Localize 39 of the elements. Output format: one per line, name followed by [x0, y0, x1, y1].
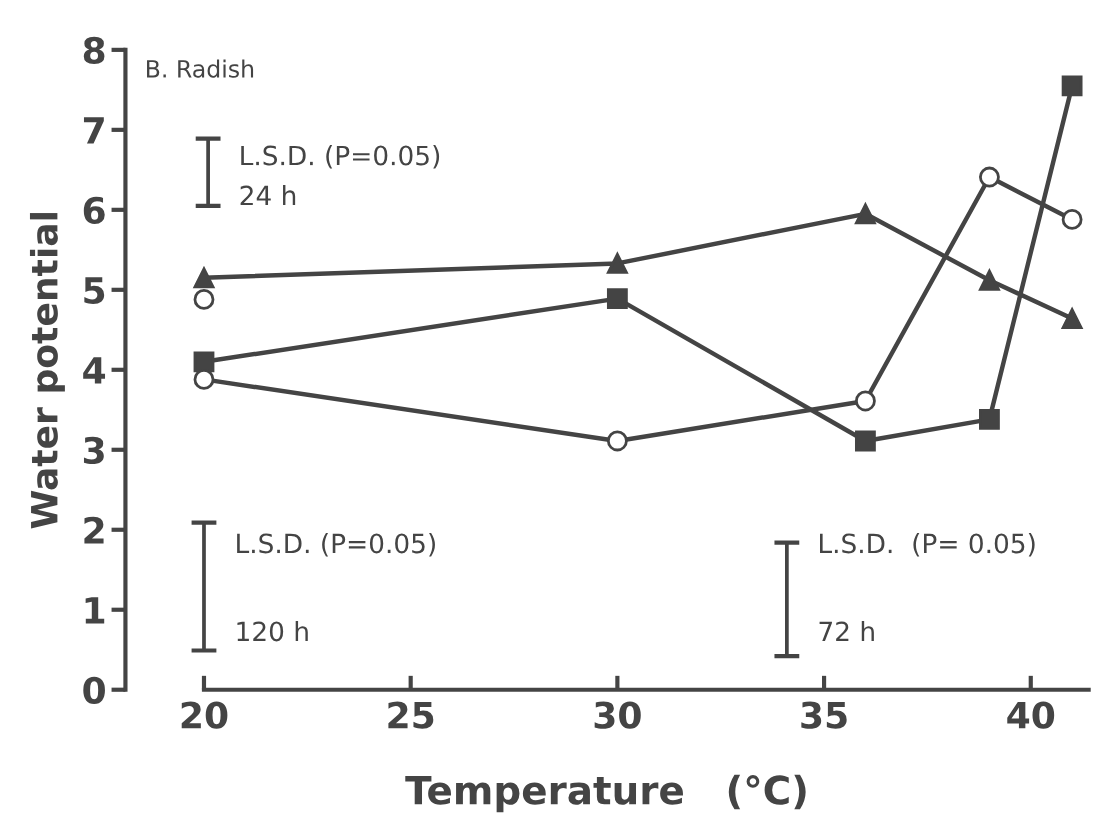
annotation: 120 h: [237, 620, 308, 642]
x-tick-label: 25: [388, 701, 434, 729]
point: [193, 351, 215, 373]
annotation: L.S.D. (P= 0.05): [820, 533, 1035, 557]
chart-title: B. Radish: [147, 59, 254, 78]
point: [193, 267, 215, 289]
y-tick-label: 5: [84, 277, 105, 305]
point: [854, 430, 876, 452]
point: [979, 269, 1000, 291]
y-tick-label: 0: [83, 676, 105, 704]
y-axis-title: Water potential: [29, 213, 65, 529]
point: [193, 368, 215, 390]
y-tick-label: 3: [83, 436, 104, 465]
point: [979, 408, 1000, 430]
x-tick-label: 35: [801, 701, 847, 729]
point: [854, 203, 876, 225]
y-tick-label: 7: [83, 117, 104, 144]
y-tick-label: 6: [83, 196, 105, 225]
annotation: L.S.D. (P=0.05): [241, 145, 440, 169]
point: [854, 390, 876, 412]
x-axis-title: Temperature (°C): [405, 774, 806, 813]
point: [1061, 75, 1083, 97]
x-tick-label: 30: [594, 701, 641, 729]
y-tick-label: 2: [84, 516, 104, 544]
point: [606, 288, 628, 310]
point: [1061, 308, 1083, 330]
annotation: 72 h: [819, 620, 874, 642]
point: [193, 288, 215, 310]
y-tick-label: 4: [83, 357, 106, 384]
annotation: 24 h: [240, 185, 296, 206]
x-tick-label: 20: [181, 701, 228, 729]
point: [606, 430, 628, 452]
y-tick-label: 1: [85, 597, 105, 624]
y-tick-label: 8: [83, 36, 105, 65]
x-tick-label: 40: [1007, 701, 1055, 729]
point: [606, 253, 628, 274]
annotation: L.S.D. (P=0.05): [237, 533, 435, 557]
point: [979, 166, 1000, 188]
point: [1061, 209, 1083, 230]
